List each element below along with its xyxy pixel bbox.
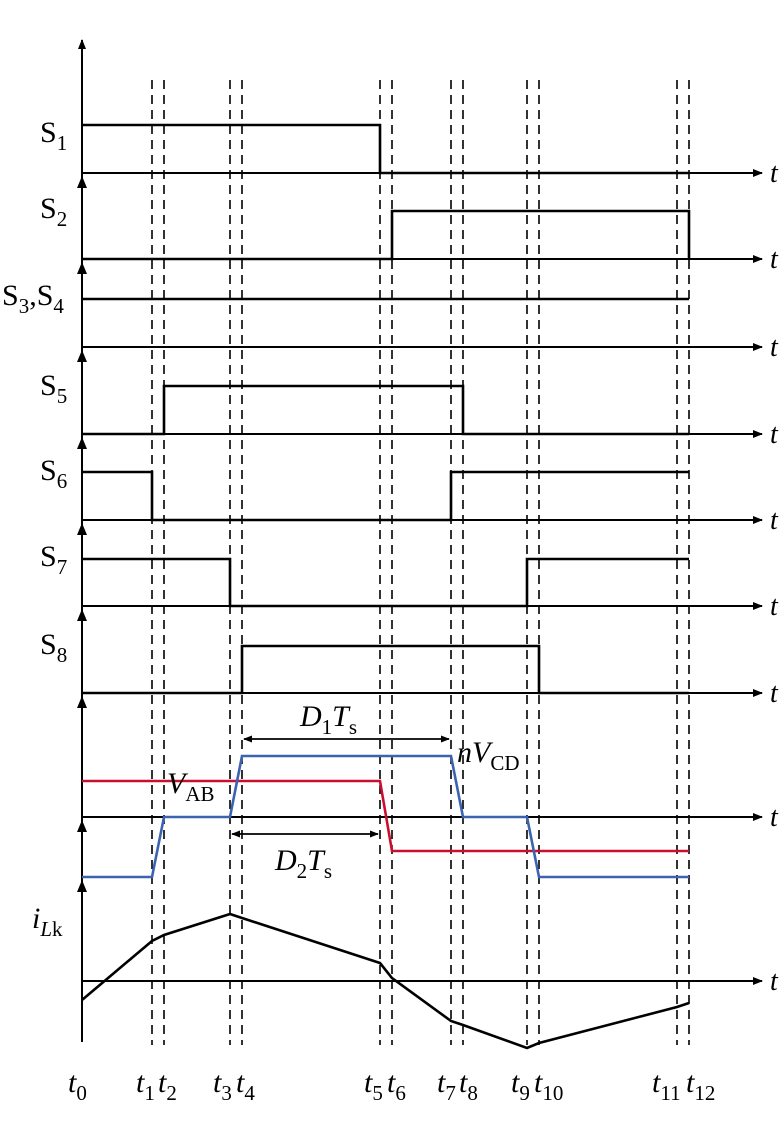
label-s3-s4: S3,S4 xyxy=(2,279,64,318)
s6-waveform xyxy=(82,470,689,522)
sub-axis-arrow-lower-voltage xyxy=(77,820,87,832)
time-axis-labels: t t t t t t t t t xyxy=(770,158,779,997)
t-label-s6: t xyxy=(770,505,779,536)
t-label-s8: t xyxy=(770,678,779,709)
label-t12: t12 xyxy=(686,1066,715,1105)
label-s6: S6 xyxy=(40,454,67,493)
v-ab-waveform xyxy=(82,779,689,853)
label-s2: S2 xyxy=(40,192,67,231)
nv-cd-waveform xyxy=(82,754,689,879)
label-t5: t5 xyxy=(364,1066,383,1105)
i-lk-label: iLk xyxy=(32,902,63,941)
gate-signals xyxy=(82,123,691,695)
label-s8: S8 xyxy=(40,628,67,667)
label-t6: t6 xyxy=(387,1066,406,1105)
time-axes xyxy=(82,169,763,985)
time-instant-labels: t0 t1 t2 t3 t4 t5 t6 t7 t8 t9 t10 t11 t1… xyxy=(68,1066,715,1105)
label-t0: t0 xyxy=(68,1066,87,1105)
sub-axis-arrow-s2 xyxy=(77,176,87,188)
label-s1: S1 xyxy=(40,116,67,155)
label-s7: S7 xyxy=(40,540,67,579)
sub-axis-arrow-current xyxy=(77,880,87,892)
s8-waveform xyxy=(82,644,689,695)
s7-waveform xyxy=(82,557,689,608)
d2ts-label: D2Ts xyxy=(274,844,332,883)
sub-axis-arrowheads xyxy=(77,176,87,892)
nv-cd-label: nVCD xyxy=(457,736,520,775)
s1-waveform xyxy=(82,123,689,175)
sub-axis-arrow-s6 xyxy=(77,437,87,449)
label-s5: S5 xyxy=(40,369,67,408)
t-label-s1: t xyxy=(770,158,779,189)
label-t10: t10 xyxy=(534,1066,563,1105)
sub-axis-arrow-s7 xyxy=(77,523,87,535)
t-label-s5: t xyxy=(770,419,779,450)
label-t4: t4 xyxy=(236,1066,255,1105)
sub-axis-arrow-s34 xyxy=(77,262,87,274)
d1ts-label: D1Ts xyxy=(299,700,357,739)
sub-axis-arrow-voltage xyxy=(77,696,87,708)
t-label-s7: t xyxy=(770,591,779,622)
v-ab-label: VAB xyxy=(167,767,215,806)
i-lk-waveform xyxy=(81,912,690,1050)
s5-waveform xyxy=(82,384,689,436)
t-label-current: t xyxy=(770,966,779,997)
t-label-voltage: t xyxy=(770,802,779,833)
label-t7: t7 xyxy=(437,1066,456,1105)
switch-labels: S1 S2 S3,S4 S5 S6 S7 S8 xyxy=(2,116,67,667)
s2-waveform xyxy=(82,209,691,261)
label-t1: t1 xyxy=(136,1066,155,1105)
label-t8: t8 xyxy=(459,1066,478,1105)
t-label-s2: t xyxy=(770,244,779,275)
sub-axis-arrow-s8 xyxy=(77,609,87,621)
label-t11: t11 xyxy=(652,1066,681,1105)
label-t3: t3 xyxy=(213,1066,232,1105)
time-marker-lines xyxy=(151,80,690,1045)
label-t2: t2 xyxy=(158,1066,177,1105)
t-label-s34: t xyxy=(770,332,779,363)
label-t9: t9 xyxy=(511,1066,530,1105)
sub-axis-arrow-s5 xyxy=(77,350,87,362)
